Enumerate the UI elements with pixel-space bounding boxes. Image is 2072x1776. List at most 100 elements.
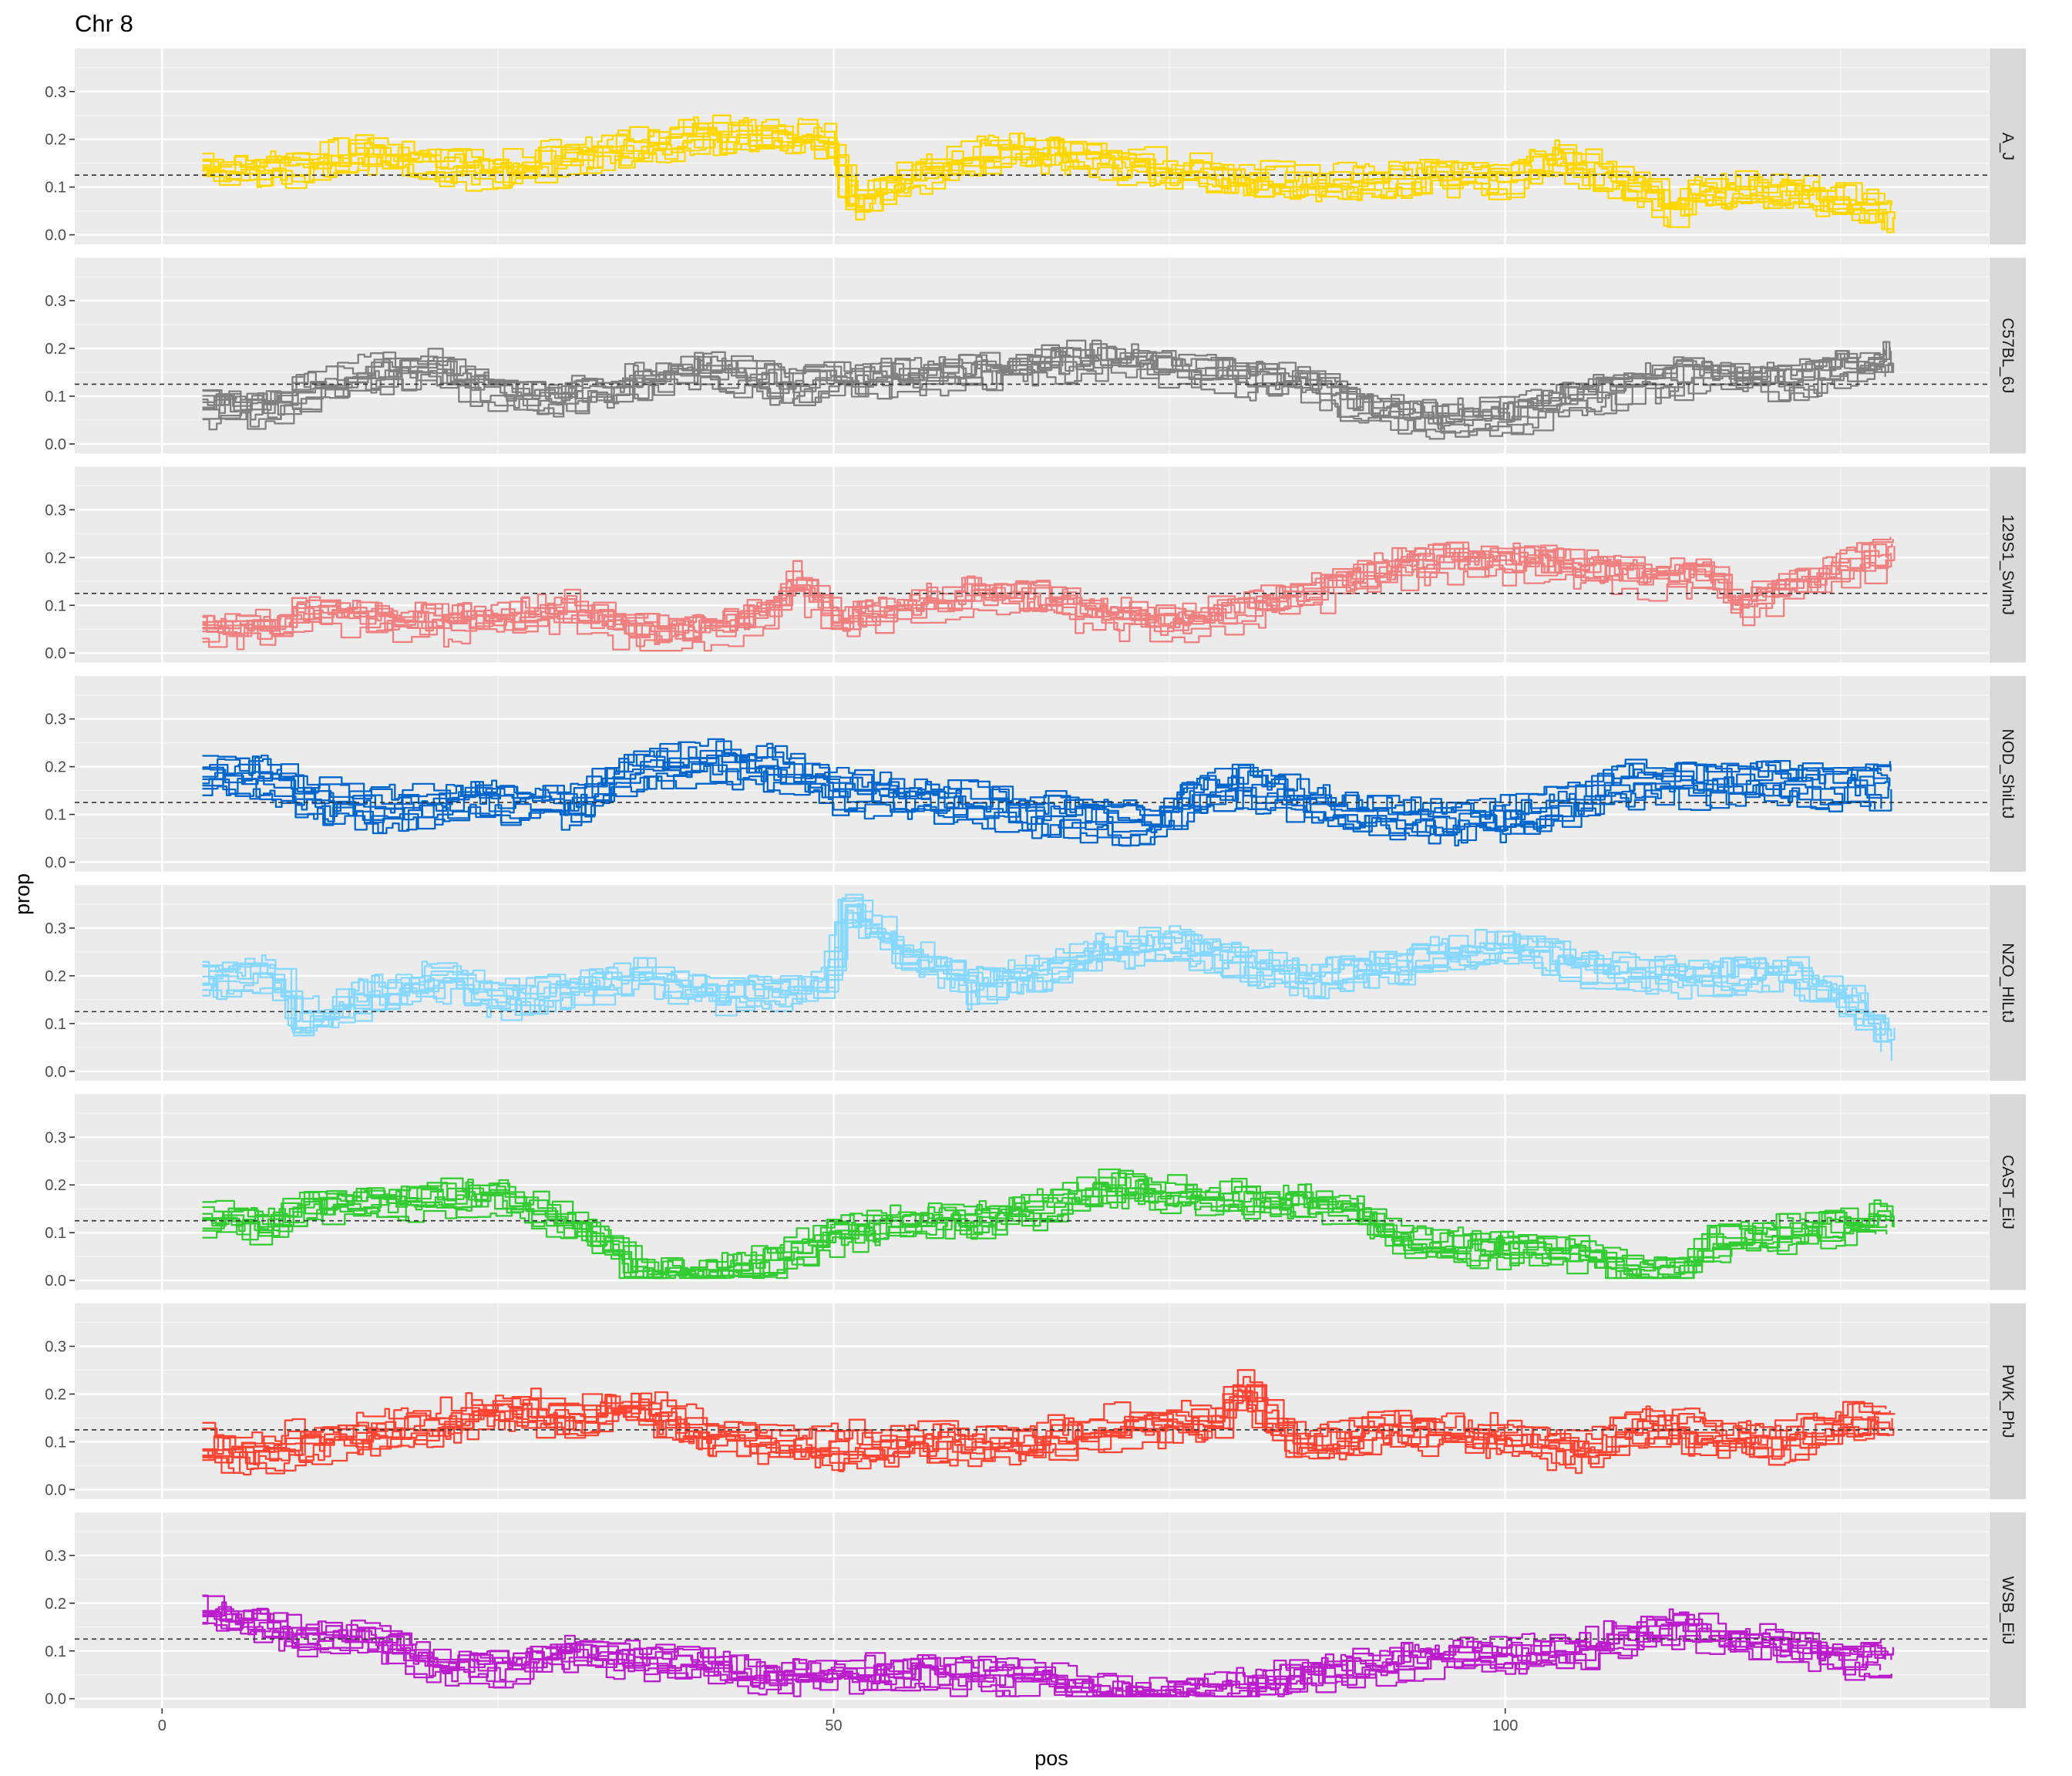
series-line-PWK_PhJ-5 <box>202 1384 1892 1453</box>
x-axis-title: pos <box>1034 1747 1068 1770</box>
series-line-A_J-1 <box>202 119 1892 214</box>
facet-strip-label: NZO_HlLtJ <box>1999 943 2016 1023</box>
y-tick-label: 0.3 <box>45 1339 66 1356</box>
panel-background <box>75 675 1989 872</box>
series-line-A_J-10 <box>202 123 1886 207</box>
series-line-NZO_HlLtJ-10 <box>202 919 1893 1061</box>
y-tick-label: 0.0 <box>45 1482 66 1498</box>
series-line-PWK_PhJ-8 <box>202 1388 1895 1466</box>
facet-strip-label: WSB_EiJ <box>1999 1576 2016 1645</box>
facet-strip-label: 129S1_SvImJ <box>1999 514 2016 615</box>
y-tick-label: 0.0 <box>45 1273 66 1290</box>
y-tick-label: 0.0 <box>45 855 66 872</box>
facet-panels: 0.00.10.20.3A_J0.00.10.20.3C57BL_6J0.00.… <box>45 49 2026 1709</box>
y-tick-label: 0.2 <box>45 550 66 567</box>
series-line-C57BL_6J-8 <box>202 364 1886 438</box>
series-line-NZO_HlLtJ-9 <box>202 900 1892 1038</box>
series-line-C57BL_6J-9 <box>202 343 1885 427</box>
series-line-NOD_ShiLtJ-5 <box>202 738 1892 826</box>
series-line-NZO_HlLtJ-5 <box>202 893 1886 1034</box>
series-line-A_J-9 <box>202 119 1887 214</box>
facet-panel-129S1_SvImJ: 0.0 0.1 0.2 0.3 129S1_SvImJ <box>45 466 2026 663</box>
series-line-129S1_SvImJ-10 <box>202 543 1888 643</box>
series-line-NOD_ShiLtJ-4 <box>202 768 1892 847</box>
facet-strip <box>1990 1303 2026 1499</box>
y-tick-label: 0.3 <box>45 1129 66 1146</box>
y-tick-label: 0.3 <box>45 502 66 519</box>
y-tick-label: 0.1 <box>45 388 66 405</box>
facet-strip <box>1990 1094 2026 1290</box>
series-line-C57BL_6J-10 <box>202 339 1888 421</box>
facet-strip-label: CAST_EiJ <box>1999 1155 2016 1229</box>
facet-strip <box>1990 1512 2026 1709</box>
y-tick-label: 0.0 <box>45 1691 66 1708</box>
y-tick-label: 0.2 <box>45 132 66 149</box>
y-tick-label: 0.1 <box>45 180 66 197</box>
y-tick-label: 0.2 <box>45 1387 66 1404</box>
y-tick-label: 0.0 <box>45 227 66 244</box>
series-line-NZO_HlLtJ-7 <box>202 897 1890 1031</box>
y-tick-label: 0.2 <box>45 759 66 776</box>
series-line-NOD_ShiLtJ-9 <box>202 764 1876 847</box>
series-line-CAST_EiJ-3 <box>202 1186 1877 1280</box>
y-tick-label: 0.1 <box>45 1225 66 1242</box>
facet-panel-NZO_HlLtJ: 0.0 0.1 0.2 0.3 NZO_HlLtJ <box>45 885 2026 1081</box>
series-line-NOD_ShiLtJ-7 <box>202 753 1889 837</box>
facet-panel-A_J: 0.0 0.1 0.2 0.3 A_J <box>45 49 2026 244</box>
series-line-129S1_SvImJ-9 <box>202 543 1893 648</box>
series-line-PWK_PhJ-9 <box>202 1390 1889 1476</box>
y-tick-label: 0.0 <box>45 1064 66 1081</box>
x-axis: 0 50 100 <box>158 1708 1518 1734</box>
panel-background <box>75 1303 1989 1499</box>
facet-panel-CAST_EiJ: 0.0 0.1 0.2 0.3 CAST_EiJ <box>45 1094 2026 1290</box>
panel-background <box>75 1094 1989 1290</box>
facet-strip-label: A_J <box>1999 133 2016 160</box>
y-tick-label: 0.0 <box>45 645 66 662</box>
y-tick-label: 0.3 <box>45 84 66 101</box>
series-line-PWK_PhJ-4 <box>202 1396 1879 1465</box>
x-tick-label: 0 <box>158 1717 166 1734</box>
facet-strip-label: PWK_PhJ <box>1999 1364 2016 1438</box>
y-tick-label: 0.3 <box>45 293 66 310</box>
y-tick-label: 0.3 <box>45 1548 66 1565</box>
y-tick-label: 0.1 <box>45 1016 66 1033</box>
y-tick-label: 0.3 <box>45 711 66 728</box>
y-tick-label: 0.2 <box>45 968 66 985</box>
facet-panel-WSB_EiJ: 0.0 0.1 0.2 0.3 WSB_EiJ <box>45 1512 2026 1709</box>
facet-strip-label: NOD_ShiLtJ <box>1999 729 2016 819</box>
series-line-PWK_PhJ-10 <box>202 1369 1881 1454</box>
series-line-WSB_EiJ-2 <box>202 1613 1892 1697</box>
y-tick-label: 0.1 <box>45 807 66 824</box>
y-tick-label: 0.0 <box>45 436 66 453</box>
y-axis-title: prop <box>11 873 34 915</box>
series-line-NOD_ShiLtJ-10 <box>202 740 1892 822</box>
facet-panel-C57BL_6J: 0.0 0.1 0.2 0.3 C57BL_6J <box>45 257 2026 454</box>
series-line-PWK_PhJ-6 <box>202 1395 1879 1474</box>
facet-strip-label: C57BL_6J <box>1999 318 2016 393</box>
y-tick-label: 0.2 <box>45 341 66 358</box>
series-line-NZO_HlLtJ-2 <box>202 912 1892 1051</box>
facet-panel-NOD_ShiLtJ: 0.0 0.1 0.2 0.3 NOD_ShiLtJ <box>45 675 2026 872</box>
facet-strip <box>1990 466 2026 663</box>
series-line-WSB_EiJ-5 <box>202 1601 1892 1697</box>
y-tick-label: 0.1 <box>45 1643 66 1660</box>
y-tick-label: 0.2 <box>45 1596 66 1613</box>
series-line-WSB_EiJ-8 <box>202 1610 1885 1697</box>
series-line-CAST_EiJ-8 <box>202 1169 1892 1278</box>
y-tick-label: 0.2 <box>45 1177 66 1194</box>
series-line-NOD_ShiLtJ-1 <box>202 747 1882 824</box>
facet-strip <box>1990 885 2026 1081</box>
series-line-WSB_EiJ-10 <box>202 1594 1895 1695</box>
x-tick-label: 50 <box>825 1717 842 1734</box>
facet-strip <box>1990 49 2026 244</box>
facet-panel-PWK_PhJ: 0.0 0.1 0.2 0.3 PWK_PhJ <box>45 1303 2026 1499</box>
series-line-A_J-5 <box>202 133 1896 228</box>
facet-strip <box>1990 257 2026 454</box>
y-tick-label: 0.3 <box>45 920 66 937</box>
series-line-CAST_EiJ-9 <box>202 1192 1888 1280</box>
x-tick-label: 100 <box>1492 1717 1518 1734</box>
facet-strip <box>1990 675 2026 872</box>
chart-title: Chr 8 <box>75 10 133 37</box>
y-tick-label: 0.1 <box>45 1434 66 1451</box>
